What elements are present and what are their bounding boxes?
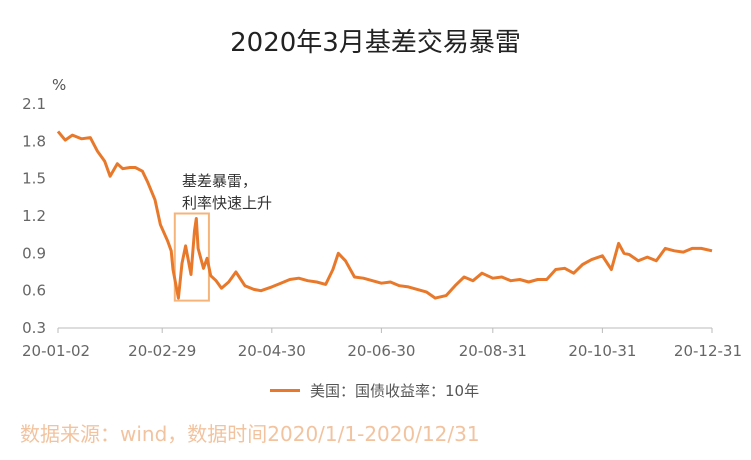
annotation-line-1: 基差暴雷， bbox=[182, 172, 258, 190]
y-tick-label: 0.6 bbox=[22, 282, 46, 300]
annotation: 基差暴雷， 利率快速上升 bbox=[182, 170, 272, 214]
legend-swatch bbox=[270, 389, 300, 392]
y-axis-unit: % bbox=[52, 76, 67, 94]
x-tick-label: 20-10-31 bbox=[568, 342, 636, 360]
x-tick-label: 20-06-30 bbox=[347, 342, 415, 360]
y-axis: 2.1 1.8 1.5 1.2 0.9 0.6 0.3 bbox=[22, 95, 46, 337]
highlight-box bbox=[173, 212, 210, 302]
source-note: 数据来源：wind，数据时间2020/1/1-2020/12/31 bbox=[20, 422, 480, 446]
series-line bbox=[56, 130, 713, 300]
x-tick-label: 20-08-31 bbox=[459, 342, 527, 360]
y-tick-label: 1.8 bbox=[22, 132, 46, 150]
chart-title: 2020年3月基差交易暴雷 bbox=[230, 28, 521, 58]
x-axis: 20-01-02 20-02-29 20-04-30 20-06-30 20-08-31… bbox=[22, 328, 742, 360]
x-tick-label: 20-12-31 bbox=[674, 342, 742, 360]
legend-label: 美国：国债收益率：10年 bbox=[310, 382, 480, 400]
y-tick-label: 2.1 bbox=[22, 95, 46, 113]
y-tick-label: 1.5 bbox=[22, 170, 46, 188]
legend: 美国：国债收益率：10年 bbox=[270, 380, 479, 401]
x-tick-label: 20-02-29 bbox=[128, 342, 196, 360]
x-tick-label: 20-01-02 bbox=[22, 342, 90, 360]
y-tick-label: 0.9 bbox=[22, 244, 46, 262]
x-tick-label: 20-04-30 bbox=[238, 342, 306, 360]
y-tick-label: 0.3 bbox=[22, 319, 46, 337]
annotation-line-2: 利率快速上升 bbox=[182, 194, 273, 212]
y-tick-label: 1.2 bbox=[22, 207, 46, 225]
